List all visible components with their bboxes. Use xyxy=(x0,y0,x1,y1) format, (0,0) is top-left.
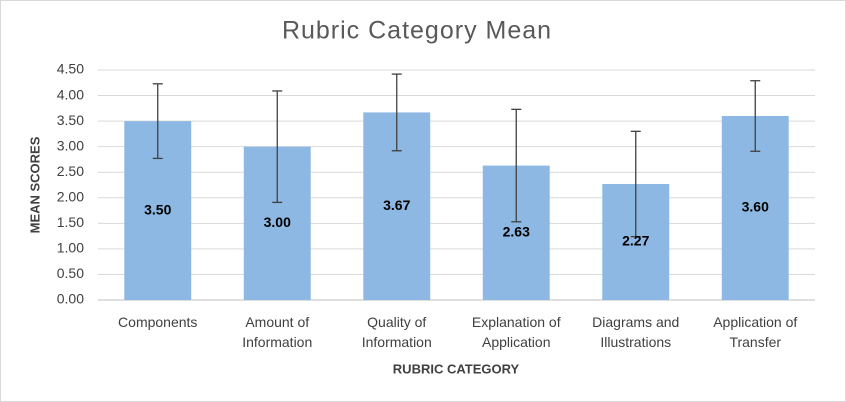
x-axis-label: RUBRIC CATEGORY xyxy=(393,361,520,376)
error-bar xyxy=(391,73,402,152)
error-bar xyxy=(511,108,522,223)
x-tick-label: Quality of Information xyxy=(361,314,432,350)
y-tick-label: 0.50 xyxy=(57,265,84,281)
x-tick-label: Components xyxy=(118,314,198,330)
data-label: 2.63 xyxy=(503,223,530,239)
data-label: 3.60 xyxy=(742,199,769,215)
chart-title: Rubric Category Mean xyxy=(282,17,552,45)
error-bar xyxy=(750,80,761,152)
data-label: 3.50 xyxy=(144,201,171,217)
error-bar xyxy=(152,83,163,160)
y-tick-label: 3.00 xyxy=(57,137,84,153)
x-tick-label: Amount of Information xyxy=(242,314,313,350)
y-tick-label: 4.50 xyxy=(57,61,84,77)
data-label: 2.27 xyxy=(622,233,649,249)
y-tick-label: 1.00 xyxy=(57,240,84,256)
x-tick-label: Explanation of Application xyxy=(471,314,561,350)
data-label: 3.00 xyxy=(264,214,291,230)
y-tick-label: 3.50 xyxy=(57,112,84,128)
y-tick-label: 2.50 xyxy=(57,163,84,179)
y-tick-label: 1.50 xyxy=(57,214,84,230)
data-label: 3.67 xyxy=(383,197,410,213)
y-axis-label: MEAN SCORES xyxy=(27,136,42,233)
error-bar xyxy=(630,130,641,238)
y-tick-label: 2.00 xyxy=(57,188,84,204)
error-bar xyxy=(272,90,283,204)
y-tick-label: 4.00 xyxy=(57,86,84,102)
y-tick-label: 0.00 xyxy=(57,291,84,307)
x-tick-label: Diagrams and Illustrations xyxy=(592,314,680,350)
x-tick-label: Application of Transfer xyxy=(713,314,798,350)
